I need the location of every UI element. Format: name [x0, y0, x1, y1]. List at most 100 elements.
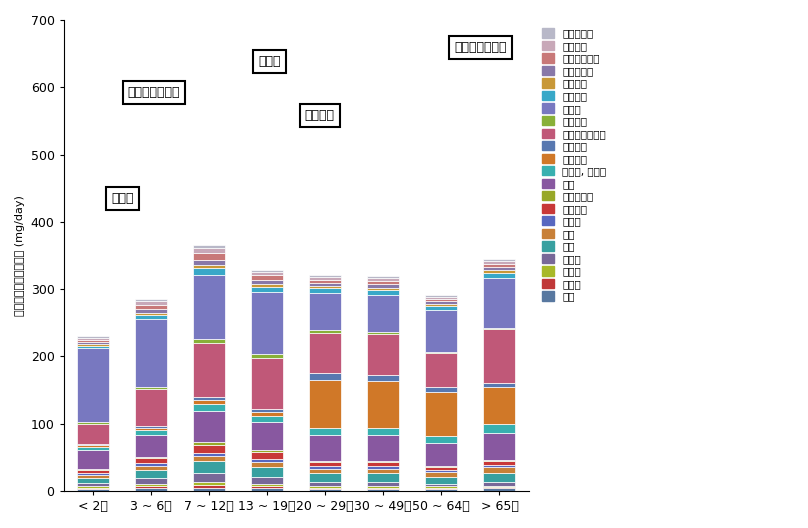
- Bar: [483, 433, 516, 460]
- Bar: [251, 467, 283, 477]
- Bar: [77, 474, 108, 475]
- Bar: [309, 293, 341, 330]
- Bar: [309, 283, 341, 286]
- Bar: [193, 275, 225, 339]
- Bar: [309, 275, 341, 277]
- Bar: [251, 412, 283, 416]
- Bar: [483, 487, 516, 488]
- Bar: [309, 462, 341, 466]
- Bar: [425, 442, 457, 466]
- Bar: [77, 422, 108, 423]
- Bar: [309, 474, 341, 482]
- Bar: [193, 445, 225, 452]
- Bar: [425, 484, 457, 486]
- Bar: [251, 285, 283, 287]
- Bar: [251, 275, 283, 280]
- Bar: [483, 328, 516, 329]
- Bar: [309, 373, 341, 380]
- Bar: [251, 477, 283, 484]
- Bar: [77, 444, 108, 445]
- Bar: [368, 435, 399, 461]
- Bar: [251, 452, 283, 459]
- Bar: [483, 259, 516, 261]
- Bar: [135, 427, 166, 428]
- Bar: [483, 425, 516, 433]
- Bar: [251, 287, 283, 293]
- Bar: [193, 265, 225, 268]
- Bar: [77, 348, 108, 422]
- Bar: [368, 489, 399, 491]
- Bar: [251, 409, 283, 412]
- Bar: [309, 428, 341, 435]
- Bar: [309, 482, 341, 486]
- Bar: [483, 273, 516, 278]
- Bar: [425, 477, 457, 484]
- Bar: [77, 469, 108, 470]
- Bar: [368, 488, 399, 489]
- Text: 두유류: 두유류: [259, 55, 280, 69]
- Text: 과일채소류음료: 과일채소류음료: [128, 87, 180, 99]
- Bar: [135, 319, 166, 386]
- Bar: [135, 298, 166, 301]
- Bar: [483, 486, 516, 487]
- Bar: [251, 359, 283, 409]
- Bar: [77, 486, 108, 488]
- Bar: [309, 435, 341, 461]
- Bar: [309, 277, 341, 280]
- Bar: [193, 474, 225, 482]
- Bar: [135, 309, 166, 313]
- Y-axis label: 프로필렌글리콜섭취량 (mg/day): 프로필렌글리콜섭취량 (mg/day): [15, 195, 25, 316]
- Bar: [251, 422, 283, 450]
- Bar: [425, 297, 457, 298]
- Bar: [309, 461, 341, 462]
- Bar: [135, 484, 166, 486]
- Bar: [251, 486, 283, 488]
- Bar: [483, 388, 516, 425]
- Bar: [77, 477, 108, 483]
- Bar: [368, 374, 399, 381]
- Bar: [309, 486, 341, 488]
- Bar: [368, 461, 399, 462]
- Bar: [368, 288, 399, 290]
- Bar: [309, 469, 341, 474]
- Bar: [368, 290, 399, 295]
- Bar: [368, 469, 399, 474]
- Bar: [193, 268, 225, 275]
- Bar: [425, 298, 457, 301]
- Text: 두유류: 두유류: [112, 192, 134, 205]
- Bar: [135, 470, 166, 478]
- Bar: [368, 486, 399, 488]
- Bar: [135, 435, 166, 457]
- Bar: [77, 346, 108, 348]
- Bar: [193, 248, 225, 253]
- Bar: [135, 458, 166, 464]
- Bar: [135, 389, 166, 427]
- Bar: [309, 488, 341, 489]
- Bar: [251, 450, 283, 452]
- Bar: [77, 447, 108, 450]
- Bar: [193, 442, 225, 445]
- Bar: [425, 467, 457, 470]
- Bar: [251, 280, 283, 285]
- Bar: [77, 489, 108, 491]
- Bar: [193, 488, 225, 491]
- Bar: [483, 460, 516, 461]
- Bar: [77, 342, 108, 344]
- Bar: [135, 301, 166, 305]
- Bar: [483, 461, 516, 465]
- Bar: [135, 478, 166, 484]
- Bar: [368, 428, 399, 435]
- Bar: [309, 286, 341, 288]
- Bar: [193, 400, 225, 404]
- Bar: [77, 450, 108, 469]
- Bar: [193, 246, 225, 248]
- Bar: [135, 486, 166, 488]
- Bar: [251, 488, 283, 491]
- Bar: [193, 404, 225, 411]
- Bar: [368, 285, 399, 288]
- Bar: [425, 472, 457, 477]
- Bar: [251, 416, 283, 422]
- Bar: [368, 381, 399, 428]
- Bar: [425, 304, 457, 306]
- Bar: [77, 483, 108, 486]
